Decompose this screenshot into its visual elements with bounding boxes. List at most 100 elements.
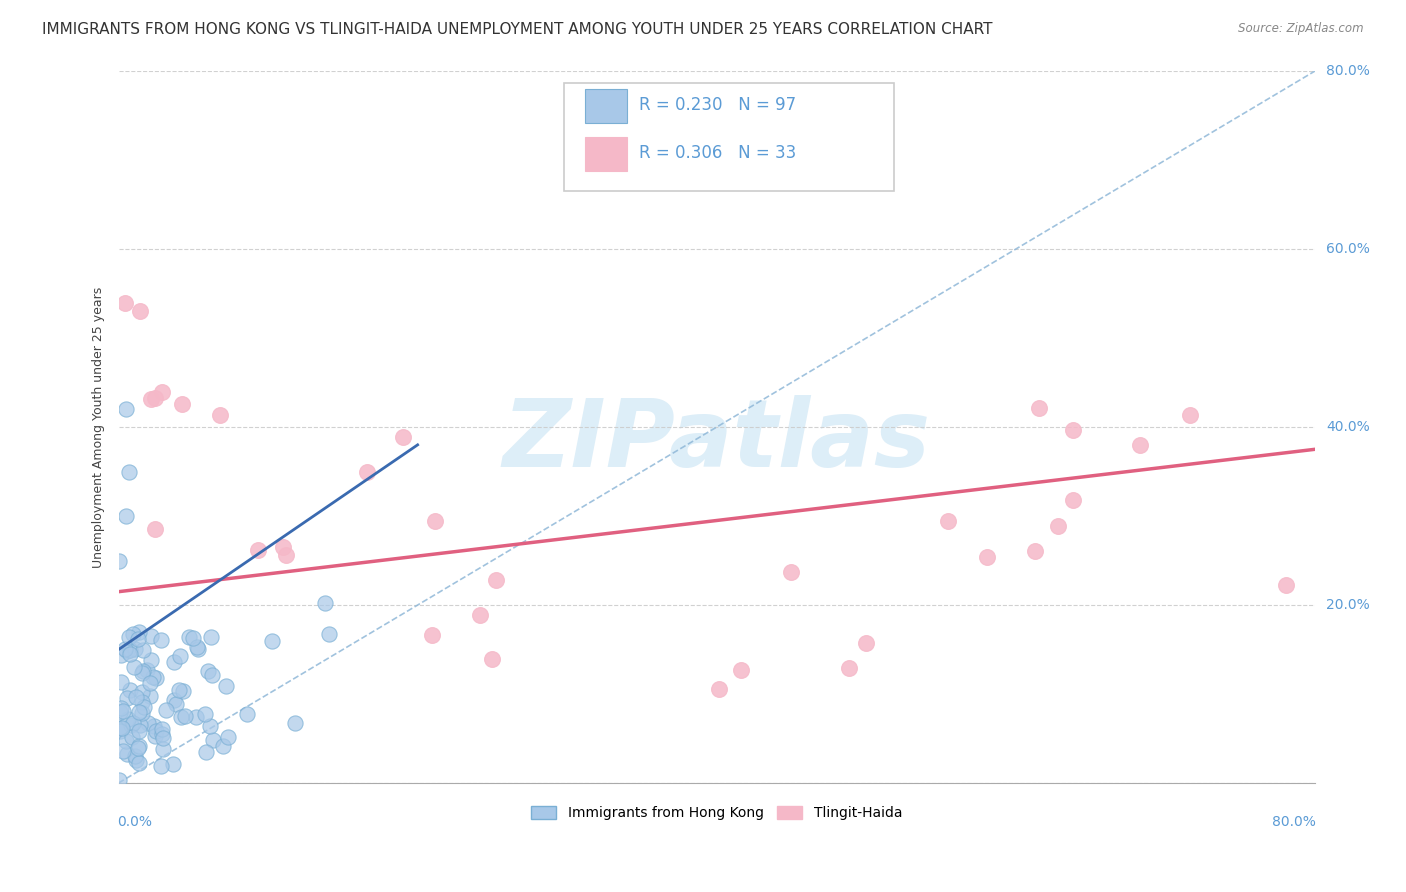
Legend: Immigrants from Hong Kong, Tlingit-Haida: Immigrants from Hong Kong, Tlingit-Haida — [526, 800, 908, 826]
Point — [114, 642, 136, 657]
Point — [124, 660, 146, 674]
Point — [1129, 438, 1152, 452]
Point — [163, 655, 186, 669]
Point — [470, 607, 492, 622]
Point — [194, 707, 217, 722]
Point — [177, 630, 200, 644]
Point — [142, 670, 165, 684]
Point — [1047, 519, 1070, 533]
Point — [115, 509, 138, 524]
Point — [1275, 578, 1298, 592]
Point — [274, 549, 297, 563]
Point — [485, 573, 508, 587]
Text: 20.0%: 20.0% — [1326, 598, 1369, 612]
Bar — [585, 89, 627, 123]
Point — [132, 700, 155, 714]
Point — [197, 665, 219, 679]
Point — [139, 653, 162, 667]
Point — [709, 681, 731, 696]
Point — [730, 664, 752, 678]
Point — [131, 684, 153, 698]
Point — [314, 596, 336, 610]
Point — [170, 397, 193, 411]
Point — [149, 633, 172, 648]
Point — [780, 566, 803, 580]
Point — [132, 643, 155, 657]
Point — [110, 701, 132, 715]
Point — [128, 705, 150, 719]
Point — [356, 465, 378, 479]
Point — [131, 695, 153, 709]
Point — [118, 631, 141, 645]
Text: 80.0%: 80.0% — [1272, 815, 1316, 829]
Point — [114, 734, 136, 748]
Point — [124, 642, 146, 657]
Point — [170, 710, 193, 724]
Point — [114, 296, 136, 310]
Point — [481, 652, 503, 666]
Point — [129, 718, 152, 732]
Point — [118, 465, 141, 479]
Point — [120, 717, 142, 731]
Bar — [585, 136, 627, 170]
Point — [125, 690, 148, 704]
Point — [1024, 543, 1046, 558]
Point — [110, 674, 132, 689]
Point — [169, 648, 191, 663]
Point — [124, 749, 146, 764]
Point — [163, 693, 186, 707]
Point — [284, 716, 307, 731]
Point — [108, 705, 131, 719]
Point — [117, 712, 139, 726]
Point — [165, 697, 187, 711]
Text: 60.0%: 60.0% — [1326, 242, 1369, 256]
Point — [107, 553, 129, 567]
Point — [115, 690, 138, 705]
Point — [392, 430, 415, 444]
Point — [111, 744, 134, 758]
Point — [262, 634, 284, 648]
Point — [128, 723, 150, 738]
Point — [1062, 493, 1084, 508]
Point — [184, 709, 207, 723]
Text: IMMIGRANTS FROM HONG KONG VS TLINGIT-HAIDA UNEMPLOYMENT AMONG YOUTH UNDER 25 YEA: IMMIGRANTS FROM HONG KONG VS TLINGIT-HAI… — [42, 22, 993, 37]
Point — [131, 706, 153, 720]
Point — [855, 636, 877, 650]
Point — [422, 628, 444, 642]
Point — [122, 716, 145, 731]
Text: 40.0%: 40.0% — [1326, 420, 1369, 434]
Point — [127, 632, 149, 646]
Point — [132, 664, 155, 678]
Point — [136, 716, 159, 731]
Point — [145, 671, 167, 685]
Point — [117, 747, 139, 761]
Point — [112, 705, 135, 719]
Point — [145, 723, 167, 738]
Point — [125, 753, 148, 767]
Text: Source: ZipAtlas.com: Source: ZipAtlas.com — [1239, 22, 1364, 36]
Point — [1062, 423, 1084, 437]
Point — [110, 648, 132, 662]
Point — [152, 731, 174, 745]
Point — [173, 708, 195, 723]
Point — [111, 721, 134, 735]
Point — [976, 550, 998, 565]
Point — [150, 759, 173, 773]
Point — [152, 742, 174, 756]
Text: ZIPatlas: ZIPatlas — [503, 395, 931, 487]
Point — [141, 392, 163, 406]
Point — [271, 540, 294, 554]
Point — [129, 304, 152, 318]
Point — [1028, 401, 1050, 416]
Point — [115, 644, 138, 658]
Point — [172, 683, 194, 698]
Point — [318, 627, 340, 641]
Point — [120, 643, 142, 657]
Point — [195, 745, 218, 759]
Point — [143, 718, 166, 732]
Point — [181, 631, 204, 645]
Point — [150, 727, 173, 741]
Point — [201, 668, 224, 682]
Text: 0.0%: 0.0% — [117, 815, 152, 829]
Point — [209, 408, 232, 422]
